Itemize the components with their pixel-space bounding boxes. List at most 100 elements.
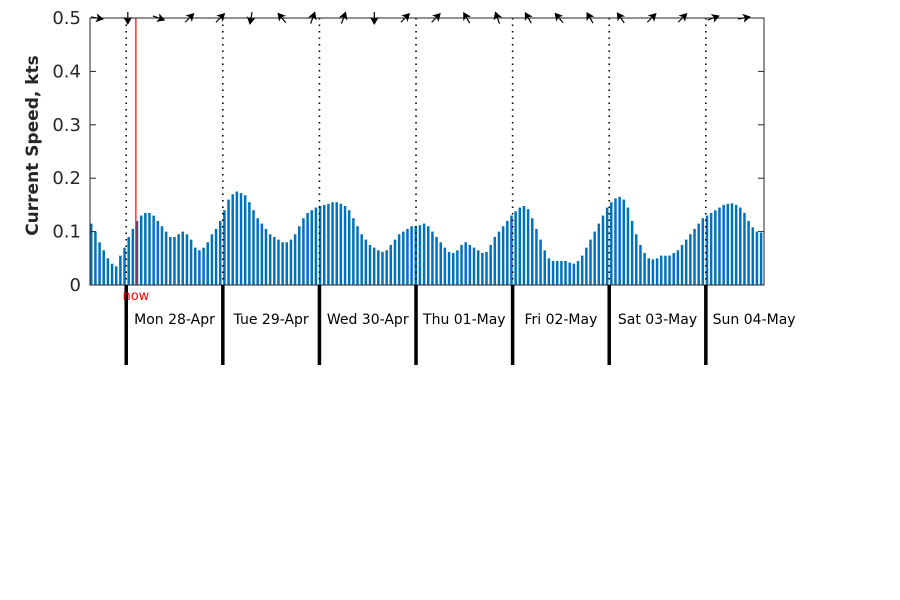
speed-bar: [322, 204, 326, 285]
speed-bar: [364, 239, 368, 285]
speed-bar: [543, 250, 546, 285]
speed-bar: [410, 226, 413, 285]
direction-arrow: [616, 12, 626, 24]
speed-bar: [714, 210, 717, 285]
speed-bar: [298, 226, 301, 285]
speed-bar: [747, 220, 750, 285]
speed-bar: [206, 242, 209, 285]
speed-bar: [672, 252, 675, 285]
day-label: Thu 01-May: [422, 312, 506, 328]
speed-bar: [223, 210, 226, 285]
speed-bar: [239, 193, 243, 285]
speed-bar: [443, 247, 447, 285]
speed-bar: [510, 215, 513, 285]
speed-bar: [501, 226, 505, 285]
speed-bar: [739, 207, 742, 285]
speed-bar: [418, 225, 422, 285]
speed-bar: [281, 242, 284, 285]
speed-bar: [310, 210, 314, 285]
speed-bar: [630, 220, 634, 285]
speed-bar: [110, 263, 114, 285]
speed-bar: [260, 223, 264, 285]
speed-bar: [664, 255, 667, 285]
speed-bar: [676, 250, 680, 285]
y-tick-label: 0.5: [52, 8, 81, 29]
speed-bar: [227, 199, 230, 285]
speed-bar: [202, 247, 205, 285]
y-tick-label: 0.3: [52, 115, 81, 136]
speed-bar: [144, 212, 147, 285]
speed-bar: [414, 226, 418, 285]
speed-bar: [485, 251, 488, 285]
now-label: now: [122, 289, 149, 304]
speed-bar: [497, 231, 501, 285]
speed-bar: [472, 247, 476, 285]
speed-bar: [189, 239, 193, 285]
speed-bar: [318, 205, 322, 285]
speed-bar: [655, 258, 659, 285]
speed-bar: [531, 218, 534, 285]
speed-bar: [730, 203, 734, 285]
speed-bar: [618, 196, 621, 285]
direction-arrow: [707, 14, 720, 23]
speed-bar: [547, 258, 551, 285]
speed-bar: [131, 228, 135, 285]
direction-arrow: [554, 12, 564, 23]
day-label: Tue 29-Apr: [233, 312, 309, 328]
speed-bar: [327, 203, 330, 285]
direction-arrow: [677, 13, 688, 23]
speed-bar: [381, 251, 384, 285]
speed-bar: [277, 239, 280, 285]
speed-bar: [198, 250, 201, 285]
speed-bar: [393, 239, 397, 285]
speed-bar: [177, 234, 180, 285]
direction-arrow: [90, 13, 104, 23]
speed-bar: [493, 236, 497, 285]
speed-bar: [135, 220, 139, 285]
speed-bar: [464, 242, 467, 285]
day-label: Fri 02-May: [524, 312, 597, 328]
speed-bar: [256, 218, 259, 285]
speed-bar: [697, 223, 700, 285]
speed-bar: [106, 258, 110, 285]
speed-bar: [181, 231, 185, 285]
speed-bar: [389, 244, 393, 285]
speed-bar: [402, 231, 405, 285]
speed-bar: [343, 205, 347, 285]
speed-bar: [210, 234, 214, 285]
speed-bar: [610, 202, 613, 285]
day-label: Wed 30-Apr: [327, 312, 409, 328]
speed-bar: [372, 247, 376, 285]
speed-bar: [352, 218, 355, 285]
speed-bar: [160, 226, 164, 285]
speed-bar: [314, 207, 318, 285]
speed-bar: [514, 211, 517, 285]
day-label: Mon 28-Apr: [134, 312, 215, 328]
speed-bar: [268, 234, 272, 285]
day-axis: Mon 28-Apr Tue 29-Apr Wed 30-Apr Thu 01-May…: [124, 285, 796, 365]
y-axis-label: Current Speed, kts: [23, 55, 43, 236]
speed-bar: [722, 204, 725, 285]
speed-bar: [98, 242, 101, 285]
speed-bar: [476, 250, 480, 285]
direction-arrow: [184, 13, 195, 23]
speed-bar: [185, 234, 189, 285]
speed-bar: [689, 234, 692, 285]
speed-bar: [427, 226, 430, 285]
speed-bar: [139, 215, 143, 285]
y-tick-label: 0.1: [52, 222, 81, 243]
speed-bar: [451, 252, 455, 285]
speed-bar: [589, 239, 592, 285]
speed-bar: [643, 252, 646, 285]
direction-arrow: [308, 11, 317, 24]
speed-bar: [555, 260, 559, 285]
speed-bar: [248, 202, 251, 285]
speed-bar: [614, 198, 617, 285]
speed-bar: [726, 203, 730, 285]
speed-bar: [693, 228, 696, 285]
speed-bar: [235, 191, 239, 285]
day-gridlines: [125, 18, 707, 285]
speed-bar: [102, 250, 105, 285]
speed-bar: [360, 234, 363, 285]
speed-bar: [626, 207, 630, 285]
